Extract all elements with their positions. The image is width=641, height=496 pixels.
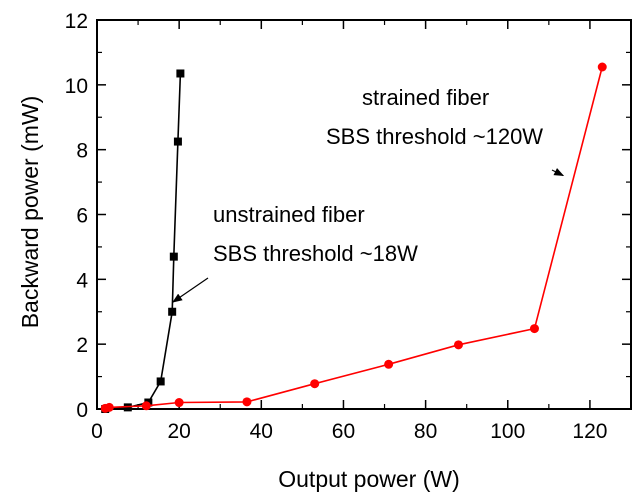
data-point: [104, 402, 114, 412]
x-tick-label: 120: [572, 420, 607, 443]
data-point: [169, 252, 178, 261]
data-point: [173, 137, 182, 146]
data-point: [310, 379, 320, 389]
data-point: [242, 397, 252, 407]
x-tick-label: 60: [332, 420, 355, 443]
annotation-strained: strained fiber SBS threshold ~120W: [326, 85, 543, 149]
data-point: [384, 359, 394, 369]
x-tick-label: 40: [250, 420, 273, 443]
x-tick-label: 100: [490, 420, 525, 443]
data-point: [176, 69, 185, 78]
y-axis: 0 2 4 6 8 10 12: [65, 10, 631, 422]
y-tick-label: 0: [76, 399, 88, 422]
annotation-unstrained: unstrained fiber SBS threshold ~18W: [213, 202, 418, 266]
y-tick-label: 6: [76, 205, 88, 228]
x-axis: 0 20 40 60 80 100 120: [91, 20, 607, 443]
data-point: [174, 398, 184, 408]
arrow-layer: [172, 168, 565, 303]
annotation-unstrained-line-1: unstrained fiber: [213, 202, 365, 227]
series-layer: [100, 62, 607, 413]
series-line: [105, 66, 603, 410]
y-axis-label: Backward power (mW): [17, 96, 43, 329]
data-point: [453, 340, 463, 350]
data-point: [156, 377, 165, 386]
annotation-strained-line-1: strained fiber: [362, 85, 489, 110]
series-line: [105, 73, 182, 410]
data-point: [168, 307, 177, 316]
series-0: [101, 69, 185, 413]
x-tick-label: 20: [167, 420, 190, 443]
y-tick-label: 12: [65, 10, 88, 33]
annotation-arrow: [172, 277, 209, 303]
y-tick-label: 8: [76, 140, 88, 163]
x-axis-label: Output power (W): [278, 466, 460, 492]
y-tick-label: 4: [76, 269, 88, 292]
y-tick-label: 2: [76, 334, 88, 357]
data-point: [529, 324, 539, 334]
x-tick-label: 80: [414, 420, 437, 443]
x-tick-label: 0: [91, 420, 103, 443]
annotation-arrow: [551, 168, 565, 177]
annotation-strained-line-2: SBS threshold ~120W: [326, 124, 543, 149]
data-point: [141, 401, 151, 411]
data-point: [597, 62, 607, 72]
y-tick-label: 10: [65, 75, 88, 98]
annotation-unstrained-line-2: SBS threshold ~18W: [213, 241, 418, 266]
series-1: [100, 62, 607, 413]
